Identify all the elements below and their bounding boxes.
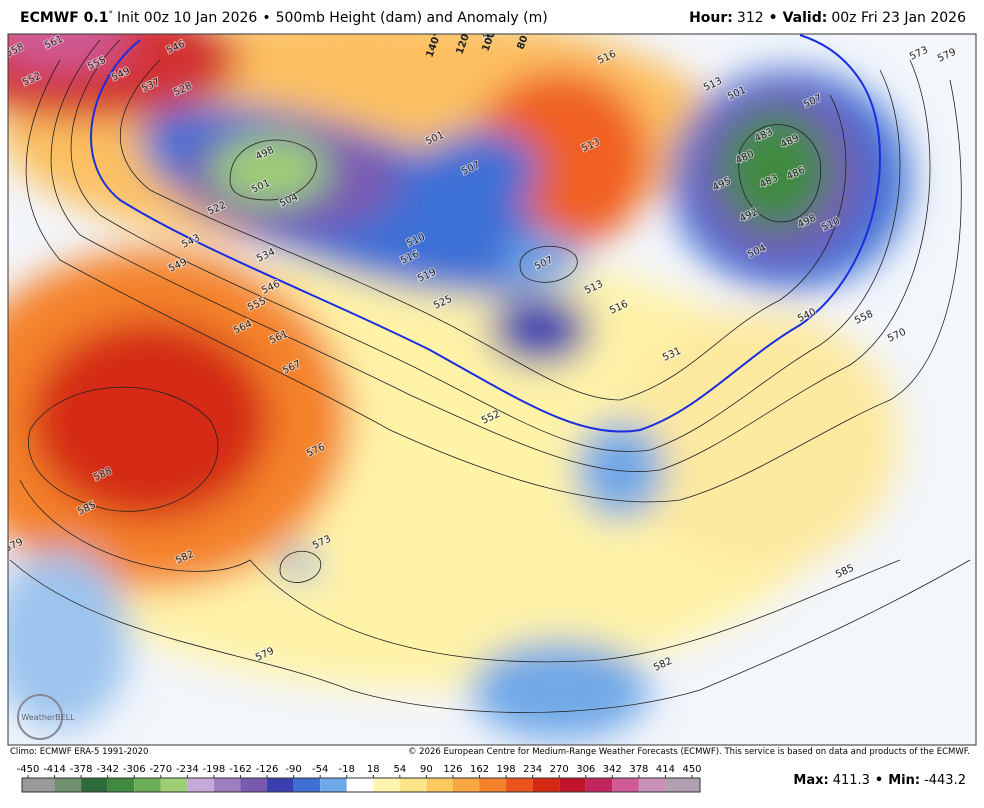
header-title: ECMWF 0.1° Init 00z 10 Jan 2026 • 500mb Hei…: [20, 10, 548, 26]
colorbar-tick-label: -234: [176, 764, 199, 775]
colorbar-segment: [160, 778, 188, 792]
colorbar-tick-label: -18: [339, 764, 355, 775]
degree: °: [108, 10, 113, 20]
colorbar-segment: [346, 778, 374, 792]
colorbar-segment: [506, 778, 533, 792]
map-frame: [7, 33, 977, 746]
colorbar-segment: [134, 778, 161, 792]
anomaly-field: [8, 34, 910, 740]
colorbar-frame: [21, 777, 701, 793]
colorbar-segment: [54, 778, 82, 792]
colorbar-segment: [373, 778, 400, 792]
colorbar-segment: [81, 778, 108, 792]
colorbar-segment: [426, 778, 453, 792]
max-min: Max: 411.3 • Min: -443.2: [793, 773, 966, 788]
colorbar-segment: [320, 778, 347, 792]
model: ECMWF 0.1: [20, 10, 108, 26]
min-label: Min:: [888, 773, 920, 788]
contour-label: 576: [481, 26, 503, 44]
colorbar-tick-label: -54: [312, 764, 328, 775]
separator: •: [262, 10, 270, 26]
separator: •: [875, 773, 883, 788]
valid-time: 00z Fri 23 Jan 2026: [831, 10, 966, 26]
colorbar-tick-label: 198: [497, 764, 516, 775]
colorbar-tick-label: -126: [256, 764, 279, 775]
colorbar-tick-label: -342: [96, 764, 119, 775]
colorbar-segment: [267, 778, 294, 792]
colorbar-segment: [293, 778, 321, 792]
colorbar-tick-label: -450: [17, 764, 40, 775]
colorbar-segment: [585, 778, 613, 792]
hour: 312: [737, 10, 764, 26]
valid-label: Valid:: [783, 10, 828, 26]
colorbar-segment: [240, 778, 268, 792]
colorbar-tick-label: 90: [420, 764, 433, 775]
colorbar-tick-label: 306: [576, 764, 595, 775]
min: -443.2: [924, 773, 966, 788]
colorbar-tick-label: 378: [629, 764, 648, 775]
colorbar-tick-label: 450: [682, 764, 701, 775]
max-label: Max:: [793, 773, 828, 788]
logo: WeatherBELL: [17, 694, 75, 740]
colorbar-tick-label: 126: [443, 764, 462, 775]
colorbar-tick-label: -414: [43, 764, 66, 775]
colorbar-segment: [665, 778, 692, 792]
colorbar-tick-label: 234: [523, 764, 542, 775]
colorbar-segment: [213, 778, 241, 792]
colorbar-tick-label: -378: [70, 764, 93, 775]
colorbar-segment: [559, 778, 586, 792]
colorbar-tick-label: -90: [285, 764, 301, 775]
colorbar-segment: [399, 778, 427, 792]
logo-text: WeatherBELL: [21, 713, 75, 722]
colorbar-tick-label: -306: [123, 764, 146, 775]
hour-label: Hour:: [689, 10, 733, 26]
colorbar-segment: [612, 778, 639, 792]
colorbar-tick-label: -270: [149, 764, 172, 775]
header-valid: Hour: 312 • Valid: 00z Fri 23 Jan 2026: [689, 10, 966, 26]
colorbar-tick-label: -198: [203, 764, 226, 775]
colorbar-tick-label: -162: [229, 764, 252, 775]
colorbar-segment: [452, 778, 480, 792]
separator: •: [769, 10, 778, 26]
copyright: © 2026 European Centre for Medium-Range …: [408, 747, 970, 757]
colorbar-tick-label: 18: [367, 764, 380, 775]
colorbar-tick-label: 270: [550, 764, 569, 775]
colorbar-end: [692, 778, 700, 792]
colorbar-tick-label: 162: [470, 764, 489, 775]
colorbar: -450 -414 -378 -342 -306 -270 -234 -198 -162 -126…: [17, 764, 702, 793]
colorbar-segment: [532, 778, 560, 792]
colorbar-end: [22, 778, 28, 792]
colorbar-segment: [479, 778, 507, 792]
init-time: Init 00z 10 Jan 2026: [117, 10, 257, 26]
colorbar-segment: [638, 778, 666, 792]
contour-lines: [9, 34, 971, 713]
climo: Climo: ECMWF ERA-5 1991-2020: [10, 747, 148, 757]
colorbar-tick-label: 54: [393, 764, 406, 775]
max: 411.3: [833, 773, 870, 788]
colorbar-segment: [107, 778, 135, 792]
colorbar-tick-label: 342: [603, 764, 622, 775]
product: 500mb Height (dam) and Anomaly (m): [276, 10, 548, 26]
colorbar-segment: [187, 778, 214, 792]
colorbar-segment: [28, 778, 55, 792]
colorbar-tick-label: 414: [656, 764, 675, 775]
